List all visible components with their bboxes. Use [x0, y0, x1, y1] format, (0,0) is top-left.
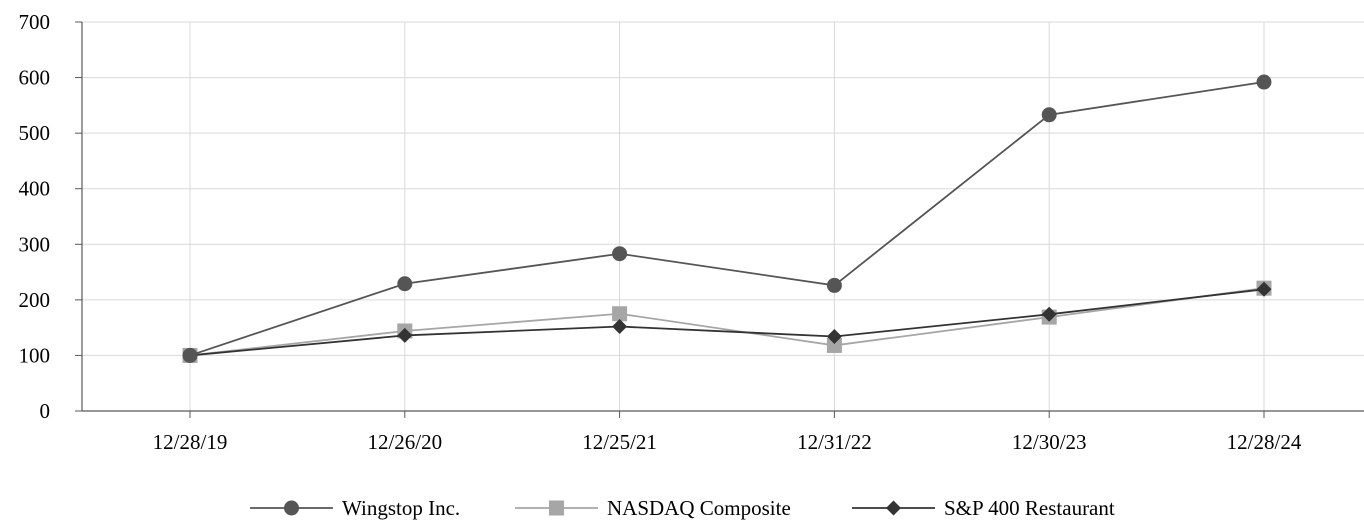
legend-item: NASDAQ Composite	[515, 496, 791, 520]
data-point	[612, 246, 628, 262]
legend-marker	[284, 500, 299, 516]
series	[182, 74, 1272, 363]
data-point	[1041, 107, 1057, 123]
legend-item: S&P 400 Restaurant	[852, 496, 1115, 520]
data-point	[826, 337, 842, 353]
y-tick-label: 600	[19, 66, 51, 90]
data-point	[397, 276, 413, 292]
x-tick-label: 12/30/23	[1012, 430, 1087, 454]
series-diamond	[182, 281, 1272, 363]
axes: 0 100 200 300 400 500 600 700 12/28/19 12/26/20 12…	[19, 10, 1364, 454]
data-point	[612, 306, 628, 322]
series-square	[182, 280, 1272, 363]
data-point	[1256, 281, 1272, 297]
y-tick-label: 400	[19, 177, 51, 201]
x-tick-label: 12/28/24	[1227, 430, 1302, 454]
y-tick-label: 300	[19, 232, 51, 256]
legend-marker	[549, 500, 564, 516]
y-tick-label: 500	[19, 121, 51, 145]
data-point	[612, 319, 628, 335]
x-tick-label: 12/26/20	[367, 430, 442, 454]
x-tick-label: 12/25/21	[582, 430, 657, 454]
legend-label: Wingstop Inc.	[342, 496, 460, 520]
data-point	[182, 347, 198, 363]
legend: Wingstop Inc. NASDAQ Composite S&P 400 Res…	[250, 496, 1115, 520]
data-point	[1256, 74, 1272, 90]
y-tick-label: 100	[19, 343, 51, 367]
legend-item: Wingstop Inc.	[250, 496, 460, 520]
data-point	[1041, 306, 1057, 322]
data-point	[397, 327, 413, 343]
series-line	[189, 288, 1265, 357]
series-circle	[182, 74, 1272, 363]
x-tick-label: 12/28/19	[153, 430, 228, 454]
data-point	[826, 329, 842, 345]
data-point	[826, 277, 842, 293]
x-tick-label: 12/31/22	[797, 430, 872, 454]
legend-label: NASDAQ Composite	[607, 496, 791, 520]
y-tick-label: 700	[19, 10, 51, 34]
series-line	[189, 287, 1265, 357]
legend-label: S&P 400 Restaurant	[944, 496, 1115, 520]
y-tick-label: 0	[40, 399, 51, 423]
legend-marker	[886, 500, 901, 516]
series-line	[189, 81, 1265, 357]
grid	[82, 21, 1364, 411]
y-tick-label: 200	[19, 288, 51, 312]
